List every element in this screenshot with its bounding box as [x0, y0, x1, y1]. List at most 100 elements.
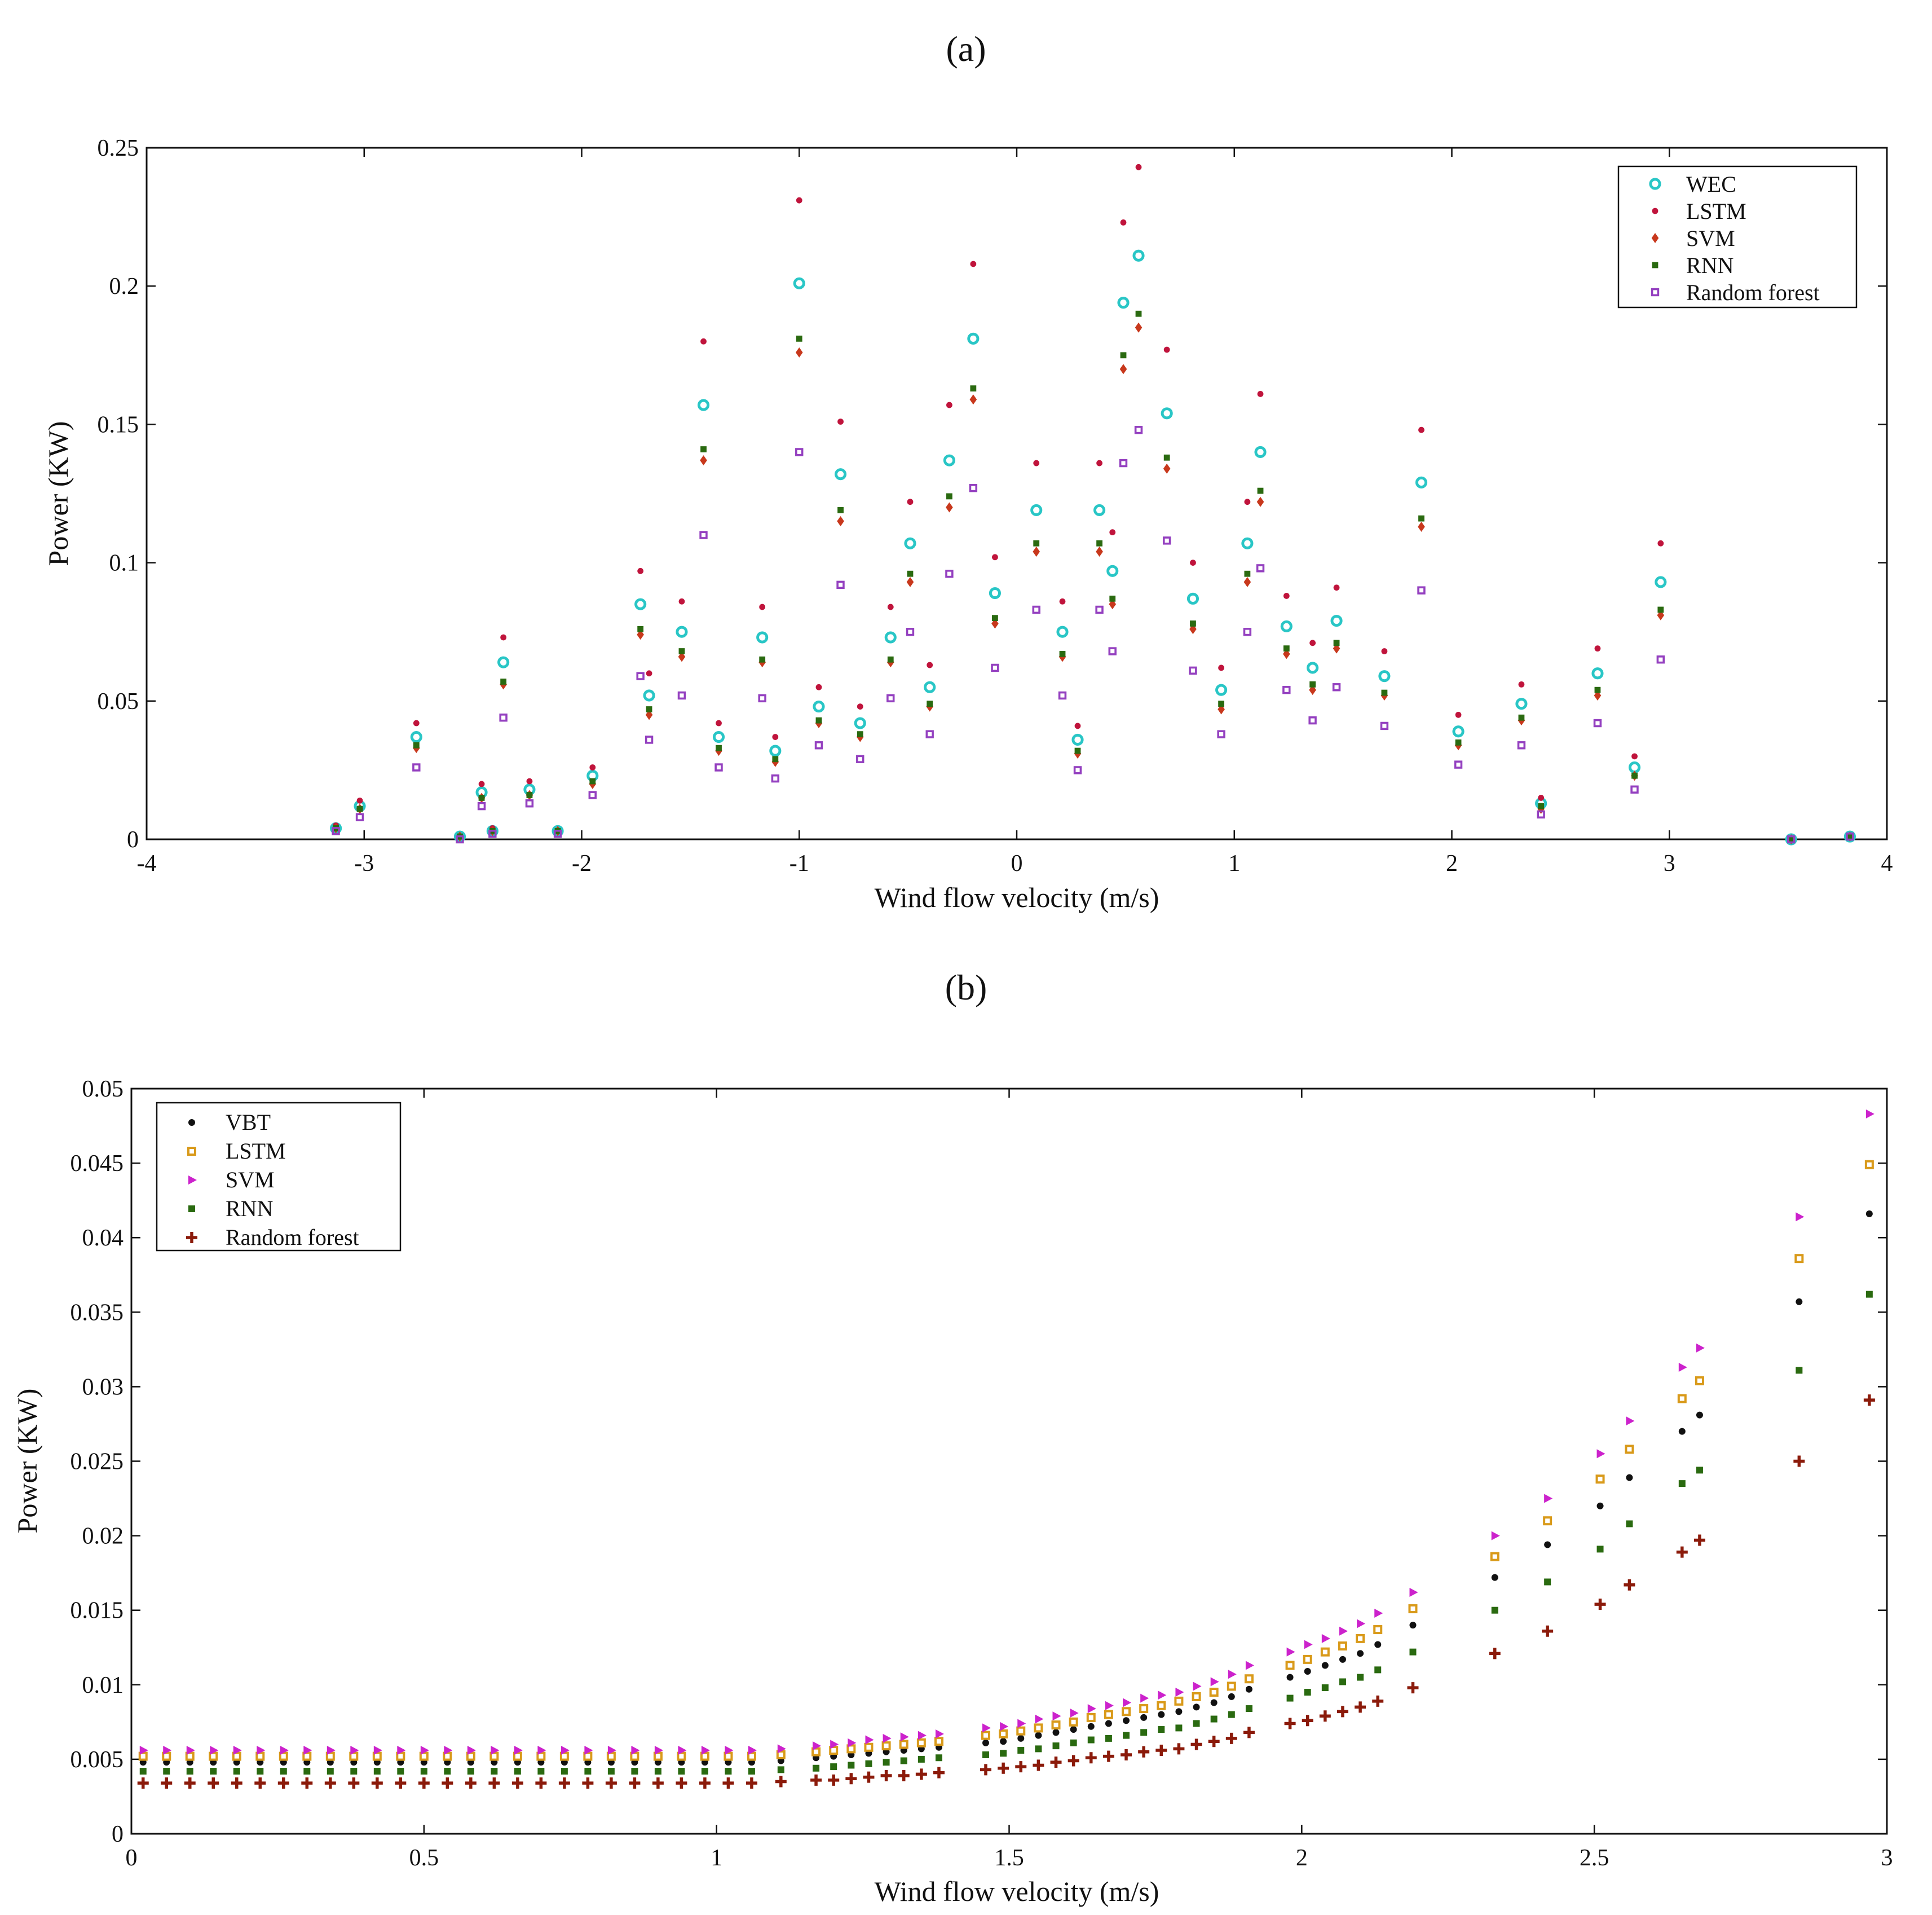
lstm-point — [1135, 164, 1142, 170]
rnn-point — [678, 1768, 685, 1775]
rnn-point — [1518, 714, 1525, 721]
random-forest-point — [488, 829, 497, 838]
lstm-point — [1594, 645, 1601, 652]
wec-point — [769, 745, 782, 757]
random-forest-point — [933, 1767, 945, 1778]
random-forest-point — [161, 1777, 173, 1789]
svm-point — [1596, 1449, 1605, 1459]
random-forest-point — [1073, 766, 1082, 774]
random-forest-point — [771, 774, 780, 783]
random-forest-point — [355, 813, 364, 821]
lstm-point — [500, 634, 507, 641]
wec-point — [634, 598, 647, 610]
rnn-point — [701, 1768, 708, 1775]
x-tick-label: 2 — [1296, 1845, 1308, 1871]
rnn-point — [1596, 1546, 1604, 1553]
rnn-point — [444, 1768, 451, 1775]
legend-label-svm: SVM — [226, 1167, 275, 1192]
rnn-point — [1538, 803, 1545, 809]
svm-point — [1657, 610, 1665, 620]
random-forest-point — [998, 1762, 1009, 1774]
rnn-point — [500, 679, 507, 685]
svm-point — [420, 1746, 429, 1755]
svm-point — [1544, 1494, 1553, 1503]
y-tick-label: 0.05 — [82, 1076, 124, 1102]
lstm-point — [526, 778, 533, 785]
wec-point — [967, 332, 980, 345]
random-forest-point — [1282, 685, 1291, 694]
lstm-point — [981, 1731, 990, 1740]
legend-label-random-forest: Random forest — [226, 1225, 359, 1250]
wec-point — [1452, 725, 1465, 738]
svm-point — [1678, 1363, 1687, 1372]
random-forest-point — [1119, 459, 1128, 468]
lstm-point — [1285, 1661, 1295, 1670]
lstm-point — [678, 598, 685, 605]
panel-b-legend-box — [156, 1102, 402, 1252]
svm-point — [233, 1746, 242, 1755]
rnn-point — [1158, 1726, 1165, 1733]
lstm-point — [478, 781, 485, 787]
rnn-point — [777, 1766, 784, 1773]
panel-b-legend: VBT LSTM SVM RNN Random forest — [156, 1102, 402, 1252]
panel-a-x-axis-label: Wind flow velocity (m/s) — [875, 882, 1159, 913]
x-tick-label: -4 — [137, 851, 157, 877]
random-forest-point — [845, 1773, 857, 1785]
vbt-point — [1544, 1541, 1551, 1548]
wec-point — [1241, 537, 1254, 549]
rnn-point — [678, 648, 685, 654]
rnn-point — [1105, 1734, 1112, 1742]
lstm-point — [999, 1729, 1008, 1738]
rnn-point — [700, 446, 707, 452]
svm-point — [631, 1746, 640, 1755]
legend-label-rnn: RNN — [226, 1196, 273, 1221]
rnn-point — [327, 1768, 334, 1775]
random-forest-point — [1542, 1625, 1554, 1637]
random-forest-point — [1336, 1706, 1348, 1718]
rnn-point — [1096, 540, 1102, 547]
random-forest-point — [1489, 1648, 1501, 1659]
rnn-point — [1455, 739, 1462, 746]
vbt-point — [1596, 1502, 1604, 1509]
random-forest-point — [1134, 426, 1143, 434]
random-forest-point — [418, 1777, 430, 1789]
lstm-point — [1333, 584, 1340, 591]
rnn-point — [716, 745, 722, 751]
lstm-point — [589, 764, 596, 771]
lstm-point — [1543, 1516, 1552, 1526]
random-forest-point — [880, 1769, 892, 1781]
svm-point — [1175, 1688, 1184, 1697]
lstm-point — [1190, 560, 1196, 566]
lstm-point — [1320, 1647, 1330, 1657]
rnn-point — [725, 1768, 732, 1775]
lstm-point — [1122, 1707, 1131, 1716]
y-tick-label: 0 — [127, 827, 139, 853]
lstm-point — [796, 197, 802, 204]
rnn-point — [1135, 310, 1142, 317]
svm-point — [163, 1746, 172, 1755]
rnn-point — [139, 1768, 147, 1775]
random-forest-point — [488, 1777, 500, 1789]
panel-b-label: (b) — [945, 967, 987, 1007]
lstm-point — [837, 419, 844, 425]
legend-marker-svm — [188, 1176, 197, 1185]
random-forest-point — [582, 1777, 594, 1789]
random-forest-point — [1162, 536, 1171, 545]
rnn-series — [139, 1291, 1873, 1775]
y-tick-label: 0.03 — [82, 1374, 124, 1400]
rnn-point — [883, 1759, 890, 1766]
y-tick-label: 0.02 — [82, 1524, 124, 1549]
svm-point — [701, 1746, 710, 1755]
rnn-point — [1357, 1674, 1364, 1681]
vbt-point — [1228, 1693, 1235, 1700]
random-forest-point — [1537, 810, 1545, 819]
lstm-point — [1381, 648, 1388, 654]
random-forest-point — [1407, 1682, 1419, 1694]
rnn-point — [478, 795, 485, 801]
svm-point — [1052, 1711, 1061, 1721]
legend-marker-lstm — [187, 1147, 196, 1156]
rnn-point — [992, 615, 998, 622]
rnn-point — [1788, 836, 1794, 843]
svm-point — [813, 1741, 822, 1751]
svm-point — [1135, 322, 1143, 333]
